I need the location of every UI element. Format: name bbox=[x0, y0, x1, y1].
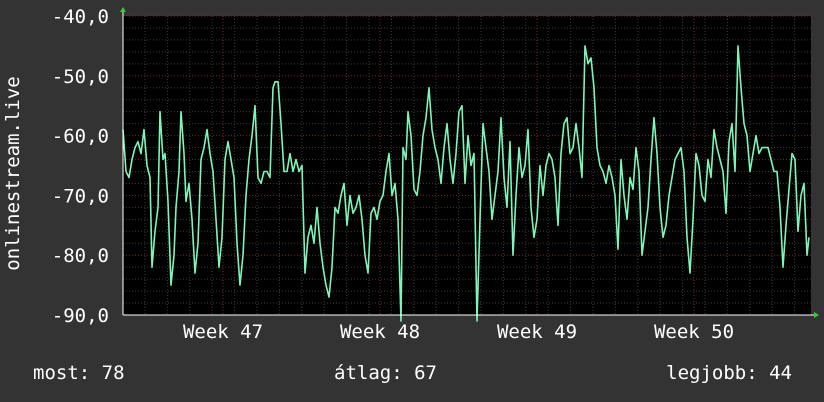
y-axis-arrow bbox=[120, 7, 126, 12]
y-tick-label: -50,0 bbox=[52, 66, 109, 88]
stat-now: most: 78 bbox=[33, 362, 125, 384]
x-tick-label: Week 47 bbox=[183, 321, 263, 343]
series-line bbox=[122, 45, 810, 322]
y-tick-label: -60,0 bbox=[52, 126, 109, 148]
x-tick-label: Week 48 bbox=[340, 321, 420, 343]
plot-area bbox=[123, 16, 811, 315]
x-tick-label: Week 50 bbox=[654, 321, 734, 343]
stat-average: átlag: 67 bbox=[334, 362, 437, 384]
x-tick-label: Week 49 bbox=[497, 321, 577, 343]
y-tick-label: -40,0 bbox=[52, 6, 109, 28]
stat-best: legjobb: 44 bbox=[666, 362, 792, 384]
y-tick-label: -90,0 bbox=[52, 305, 109, 327]
y-tick-label: -80,0 bbox=[52, 245, 109, 267]
y-tick-label: -70,0 bbox=[52, 185, 109, 207]
x-axis-arrow bbox=[814, 312, 819, 318]
y-axis-title: onlinestream.live bbox=[2, 76, 24, 270]
